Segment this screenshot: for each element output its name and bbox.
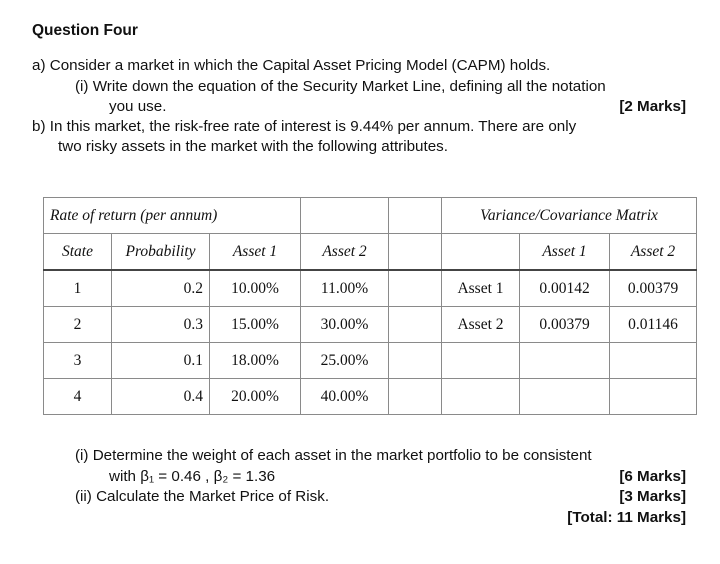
- part-a-sub-i-marks: [2 Marks]: [619, 98, 686, 115]
- state-cell: 1: [43, 269, 112, 307]
- table-row: 1 0.2 10.00% 11.00% Asset 1 0.00142 0.00…: [43, 269, 697, 307]
- empty-cell: [519, 342, 610, 379]
- cov-asset2-header: Asset 2: [609, 233, 697, 271]
- question-ii-line: (ii) Calculate the Market Price of Risk.: [75, 488, 330, 505]
- empty-cell: [388, 306, 442, 343]
- empty-cell: [441, 233, 520, 271]
- empty-cell: [609, 378, 697, 415]
- asset1-return-cell: 10.00%: [209, 269, 301, 307]
- empty-cell: [388, 233, 442, 271]
- empty-cell: [388, 197, 442, 234]
- cov-row-label: Asset 2: [441, 306, 520, 343]
- cov-cell: 0.00379: [519, 306, 610, 343]
- question-i-marks: [6 Marks]: [619, 468, 686, 485]
- asset1-return-cell: 18.00%: [209, 342, 301, 379]
- cov-table-title: Variance/Covariance Matrix: [441, 197, 697, 234]
- asset1-return-cell: 15.00%: [209, 306, 301, 343]
- table-row: 2 0.3 15.00% 30.00% Asset 2 0.00379 0.01…: [43, 306, 697, 343]
- asset1-header: Asset 1: [209, 233, 301, 271]
- empty-cell: [388, 342, 442, 379]
- cov-cell: 0.01146: [609, 306, 697, 343]
- empty-cell: [609, 342, 697, 379]
- probability-cell: 0.4: [111, 378, 210, 415]
- part-b-line2: two risky assets in the market with the …: [58, 138, 448, 155]
- state-cell: 4: [43, 378, 112, 415]
- empty-cell: [388, 378, 442, 415]
- asset2-return-cell: 25.00%: [300, 342, 389, 379]
- table-row: 4 0.4 20.00% 40.00%: [43, 378, 697, 415]
- probability-cell: 0.3: [111, 306, 210, 343]
- state-header: State: [43, 233, 112, 271]
- empty-cell: [519, 378, 610, 415]
- question-i-line1: (i) Determine the weight of each asset i…: [75, 447, 592, 464]
- asset2-return-cell: 30.00%: [300, 306, 389, 343]
- cov-asset1-header: Asset 1: [519, 233, 610, 271]
- asset1-return-cell: 20.00%: [209, 378, 301, 415]
- empty-cell: [441, 342, 520, 379]
- asset-data-table: Rate of return (per annum) Variance/Cova…: [43, 197, 697, 415]
- part-a-sub-i-line1: (i) Write down the equation of the Secur…: [75, 78, 606, 95]
- probability-header: Probability: [111, 233, 210, 271]
- state-cell: 2: [43, 306, 112, 343]
- part-a-sub-i-line2: you use.: [109, 98, 167, 115]
- empty-cell: [388, 269, 442, 307]
- question-heading: Question Four: [32, 22, 138, 39]
- empty-cell: [441, 378, 520, 415]
- total-marks: [Total: 11 Marks]: [567, 509, 686, 526]
- empty-cell: [300, 197, 389, 234]
- returns-table-title: Rate of return (per annum): [43, 197, 301, 234]
- part-a-intro: a) Consider a market in which the Capita…: [32, 57, 551, 74]
- state-cell: 3: [43, 342, 112, 379]
- asset2-return-cell: 40.00%: [300, 378, 389, 415]
- question-i-line2: with β₁ = 0.46 , β₂ = 1.36: [109, 468, 276, 485]
- asset2-return-cell: 11.00%: [300, 269, 389, 307]
- part-b-line1: b) In this market, the risk-free rate of…: [32, 118, 577, 135]
- probability-cell: 0.1: [111, 342, 210, 379]
- asset2-header: Asset 2: [300, 233, 389, 271]
- probability-cell: 0.2: [111, 269, 210, 307]
- cov-cell: 0.00142: [519, 269, 610, 307]
- table-row: 3 0.1 18.00% 25.00%: [43, 342, 697, 379]
- cov-cell: 0.00379: [609, 269, 697, 307]
- question-ii-marks: [3 Marks]: [619, 488, 686, 505]
- cov-row-label: Asset 1: [441, 269, 520, 307]
